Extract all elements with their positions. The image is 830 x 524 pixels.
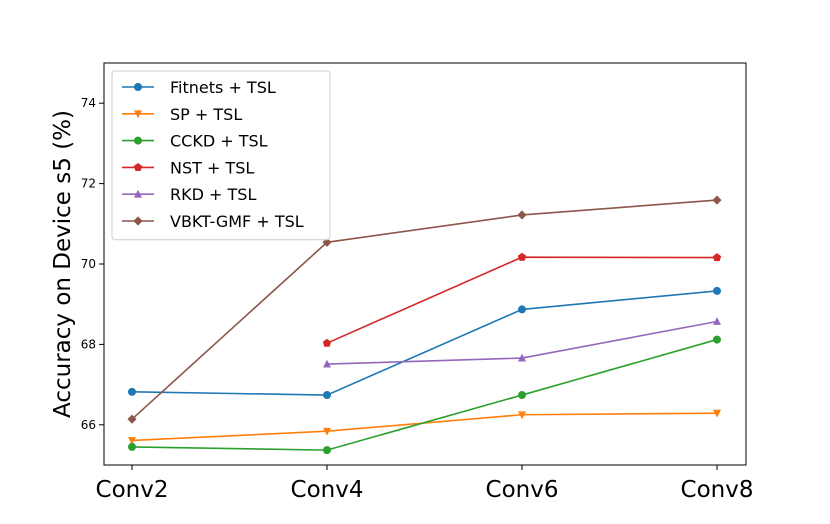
y-tick-label: 66 <box>81 418 96 432</box>
data-point <box>517 210 527 220</box>
x-tick-label: Conv8 <box>681 477 754 503</box>
data-point <box>134 136 142 145</box>
x-tick-label: Conv2 <box>96 477 169 503</box>
data-point <box>518 391 526 400</box>
data-point <box>712 253 722 262</box>
legend-item: Fitnets + TSL <box>122 78 276 97</box>
data-point <box>133 163 143 171</box>
data-point <box>517 252 527 261</box>
x-tick-label: Conv4 <box>291 477 364 503</box>
legend-label: Fitnets + TSL <box>170 78 276 97</box>
data-point <box>323 359 331 368</box>
data-point <box>128 437 136 445</box>
data-point <box>323 391 331 400</box>
data-point <box>712 195 722 205</box>
data-point <box>518 353 526 362</box>
x-tick-label: Conv6 <box>486 477 559 503</box>
legend-item: RKD + TSL <box>122 185 256 204</box>
legend-box <box>111 70 331 241</box>
data-point <box>518 411 526 420</box>
data-point <box>133 216 143 226</box>
data-point <box>128 387 136 396</box>
y-tick-label: 70 <box>81 257 96 271</box>
data-point <box>323 427 331 436</box>
data-point <box>713 317 721 325</box>
legend-label: CCKD + TSL <box>170 132 268 151</box>
x-axis: Conv2 Conv4 Conv6 Conv8 <box>96 465 754 503</box>
data-point <box>128 442 136 451</box>
data-point <box>713 286 721 295</box>
data-point <box>134 83 142 91</box>
series-line <box>131 290 718 396</box>
y-axis: 66 68 70 72 74 <box>81 96 104 432</box>
data-point <box>518 305 526 314</box>
series-line <box>131 338 718 451</box>
legend-item: CCKD + TSL <box>122 132 268 151</box>
legend-label: NST + TSL <box>170 158 254 177</box>
legend-label: SP + TSL <box>170 105 242 124</box>
legend-item: SP + TSL <box>122 105 242 124</box>
legend-item: VBKT-GMF + TSL <box>122 212 304 231</box>
series-nst-tsl <box>322 252 722 347</box>
data-point <box>323 446 331 455</box>
series-layer <box>127 195 722 455</box>
data-point <box>127 414 137 424</box>
series-fitnets-tsl <box>128 286 721 400</box>
data-point <box>322 338 332 347</box>
y-tick-label: 68 <box>81 337 96 351</box>
y-axis-label: Accuracy on Device s5 (%) <box>50 110 76 418</box>
legend-label: VBKT-GMF + TSL <box>170 212 304 231</box>
data-point <box>713 409 721 418</box>
series-line <box>131 199 718 420</box>
legend-label: RKD + TSL <box>170 185 256 204</box>
y-tick-label: 74 <box>81 96 96 110</box>
data-point <box>134 189 142 198</box>
series-cckd-tsl <box>128 335 721 455</box>
y-tick-label: 72 <box>81 177 96 191</box>
series-rkd-tsl <box>323 317 721 368</box>
data-point <box>713 335 721 344</box>
legend: Fitnets + TSL SP + TSL CCKD + TSL NST + TSL… <box>111 70 331 241</box>
legend-item: NST + TSL <box>122 158 254 177</box>
data-point <box>134 110 142 119</box>
